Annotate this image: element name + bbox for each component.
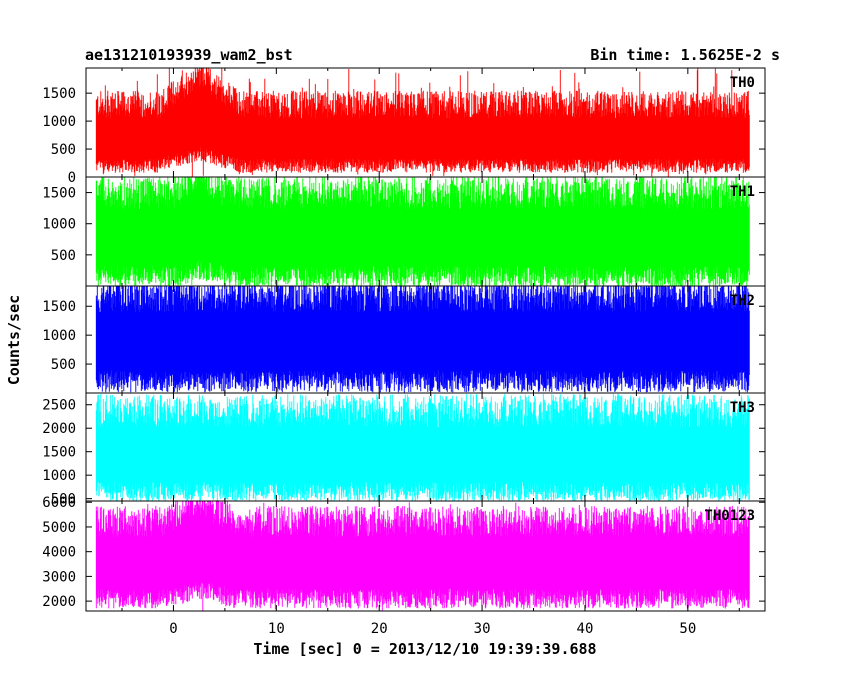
x-tick-label: 50: [679, 621, 696, 637]
y-tick-label: 5000: [42, 520, 76, 536]
y-tick-label: 4000: [42, 545, 76, 561]
y-tick-label: 1000: [42, 114, 76, 130]
series-th1-line: [95, 177, 750, 286]
y-tick-label: 2000: [42, 421, 76, 437]
y-tick-label: 2500: [42, 398, 76, 414]
series-th2-line: [95, 286, 750, 393]
x-tick-label: 10: [268, 621, 285, 637]
y-tick-label: 500: [51, 357, 76, 373]
y-tick-label: 500: [51, 142, 76, 158]
y-tick-label: 6000: [42, 495, 76, 511]
y-tick-label: 500: [51, 492, 76, 508]
panel-label-th2: TH2: [730, 293, 755, 309]
series-th3-line: [95, 393, 750, 501]
panel-th3: 500 1000 1500 2000 2500 TH3: [42, 392, 766, 508]
y-tick-label: 500: [51, 248, 76, 264]
x-tick-label: 30: [474, 621, 491, 637]
x-axis-label: Time [sec] 0 = 2013/12/10 19:39:39.688: [253, 640, 596, 658]
panel-label-th0: TH0: [730, 75, 755, 91]
y-tick-label: 1000: [42, 468, 76, 484]
panel-frame: [85, 500, 766, 612]
panel-th1: 500 1000 1500 TH1: [42, 176, 766, 287]
panel-th2: 500 1000 1500 TH2: [42, 285, 766, 394]
chart-title: ae131210193939_wam2_bst: [85, 46, 293, 64]
panel-th0: 0 500 1000 1500 TH0: [42, 67, 766, 186]
y-tick-label: 2000: [42, 594, 76, 610]
x-tick-label: 0: [169, 621, 177, 637]
bin-time-label: Bin time: 1.5625E-2 s: [590, 46, 780, 64]
panel-th0123: 2000 3000 4000 5000 6000 TH0123: [42, 495, 766, 612]
y-tick-label: 0: [68, 170, 76, 186]
panel-label-th1: TH1: [730, 184, 755, 200]
panel-label-th3: TH3: [730, 400, 755, 416]
x-tick-label: 40: [577, 621, 594, 637]
x-tick-label: 20: [371, 621, 388, 637]
y-tick-label: 1000: [42, 328, 76, 344]
series-th0123-line: [95, 501, 750, 611]
series-th0-line: [95, 68, 750, 177]
y-tick-label: 1500: [42, 86, 76, 102]
panel-label-th0123: TH0123: [704, 508, 755, 524]
y-tick-label: 1000: [42, 217, 76, 233]
y-axis-label: Counts/sec: [5, 295, 23, 385]
y-tick-label: 3000: [42, 569, 76, 585]
y-tick-label: 1500: [42, 445, 76, 461]
y-tick-label: 1500: [42, 299, 76, 315]
y-tick-label: 1500: [42, 186, 76, 202]
